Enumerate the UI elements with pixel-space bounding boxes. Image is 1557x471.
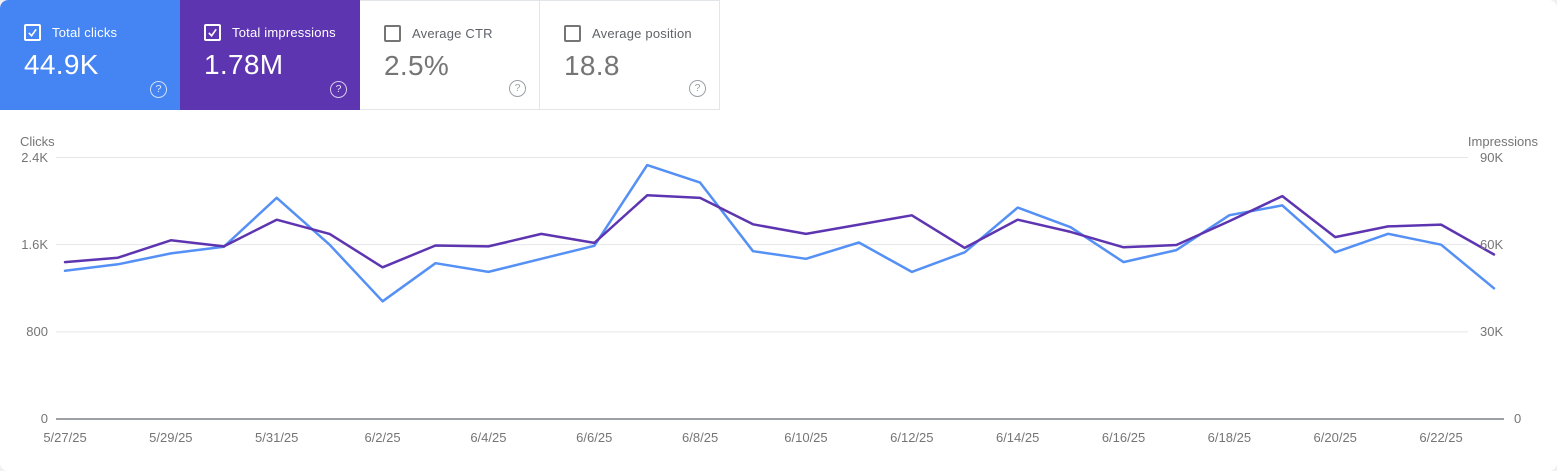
card-label: Total clicks — [52, 25, 118, 40]
left-axis-tick: 2.4K — [21, 149, 48, 165]
left-axis-tick: 1.6K — [21, 236, 48, 252]
left-axis-title: Clicks — [20, 134, 55, 149]
x-axis-tick: 5/29/25 — [149, 430, 193, 445]
card-label: Average CTR — [412, 26, 493, 41]
right-axis-tick: 30K — [1480, 323, 1504, 339]
x-axis-tick: 6/14/25 — [995, 430, 1040, 445]
series-line-clicks[interactable] — [63, 163, 1496, 303]
card-header: Average CTR — [384, 25, 493, 42]
metric-card-total-clicks[interactable]: Total clicks 44.9K ? — [0, 0, 180, 110]
chart-canvas[interactable] — [0, 110, 1557, 471]
x-axis-tick: 6/6/25 — [576, 430, 613, 445]
x-axis-tick: 6/16/25 — [1101, 430, 1146, 445]
left-axis-tick: 0 — [40, 411, 48, 426]
x-axis-tick: 6/8/25 — [682, 430, 719, 445]
x-axis-tick: 5/31/25 — [255, 430, 299, 445]
checkbox-total-impressions[interactable] — [204, 24, 221, 41]
card-header: Average position — [564, 25, 692, 42]
x-axis-tick: 5/27/25 — [43, 430, 87, 445]
metric-cards-row: Total clicks 44.9K ? Total impressions 1… — [0, 0, 1557, 110]
metric-card-total-impressions[interactable]: Total impressions 1.78M ? — [180, 0, 360, 110]
help-icon[interactable]: ? — [689, 80, 706, 97]
card-value: 18.8 — [564, 50, 620, 81]
performance-chart[interactable]: Clicks Impressions 0 800 1.6K 2.4K 0 30K 60K 90… — [0, 110, 1557, 471]
card-value: 44.9K — [24, 49, 99, 80]
x-axis-tick: 6/22/25 — [1419, 430, 1463, 445]
help-icon[interactable]: ? — [150, 81, 167, 98]
card-header: Total impressions — [204, 24, 336, 41]
checkbox-average-position[interactable] — [564, 25, 581, 42]
x-axis-tick: 6/10/25 — [784, 430, 828, 445]
metric-card-average-position[interactable]: Average position 18.8 ? — [540, 0, 720, 110]
right-axis-title: Impressions — [1467, 134, 1538, 149]
checkbox-total-clicks[interactable] — [24, 24, 41, 41]
x-axis-tick: 6/12/25 — [890, 430, 934, 445]
x-axis-tick: 6/18/25 — [1207, 430, 1252, 445]
checkmark-icon — [28, 28, 37, 37]
card-header: Total clicks — [24, 24, 117, 41]
help-icon[interactable]: ? — [330, 81, 347, 98]
checkmark-icon — [208, 28, 217, 37]
card-value: 1.78M — [204, 49, 284, 80]
series-line-impressions[interactable] — [63, 194, 1496, 269]
right-axis-tick: 0 — [1514, 411, 1522, 426]
card-value: 2.5% — [384, 50, 450, 81]
left-axis-tick: 800 — [26, 323, 48, 339]
card-label: Average position — [592, 26, 692, 41]
right-axis-tick: 90K — [1480, 149, 1504, 165]
right-axis-tick: 60K — [1480, 236, 1504, 252]
checkbox-average-ctr[interactable] — [384, 25, 401, 42]
card-label: Total impressions — [232, 25, 336, 40]
help-icon[interactable]: ? — [509, 80, 526, 97]
metric-card-average-ctr[interactable]: Average CTR 2.5% ? — [360, 0, 540, 110]
x-axis-tick: 6/4/25 — [470, 430, 507, 445]
x-axis-tick: 6/20/25 — [1313, 430, 1357, 445]
x-axis-tick: 6/2/25 — [364, 430, 401, 445]
